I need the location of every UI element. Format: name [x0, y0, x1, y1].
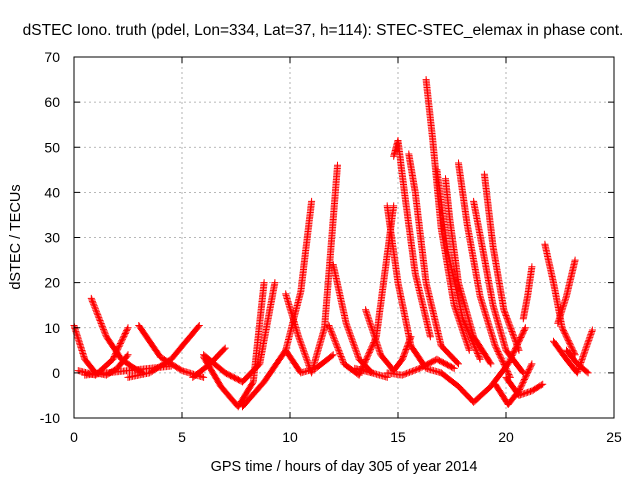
y-tick-label: 40 [44, 184, 60, 200]
series-points [282, 346, 337, 377]
series-points [563, 346, 592, 377]
series-points [362, 306, 415, 375]
x-tick-label: 10 [282, 429, 298, 445]
grid [74, 57, 614, 418]
series-points [351, 364, 391, 381]
series-points [282, 161, 341, 377]
x-tick-label: 5 [178, 429, 186, 445]
series-points [502, 373, 547, 399]
series-points [383, 355, 458, 379]
series-points [480, 170, 523, 354]
y-tick-label: 50 [44, 139, 60, 155]
series-points [437, 324, 529, 406]
x-axis-label: GPS time / hours of day 305 of year 2014 [211, 459, 478, 475]
series-points [200, 279, 268, 411]
series-points [433, 166, 484, 363]
y-tick-label: 0 [52, 365, 60, 381]
series-points [442, 175, 495, 368]
axis-ticks: 0 5 10 15 20 25 -10 0 10 20 30 40 50 60 70 [40, 49, 622, 445]
x-tick-label: 25 [606, 429, 622, 445]
series-points [87, 294, 147, 377]
series-points [124, 322, 203, 381]
y-tick-label: 60 [44, 94, 60, 110]
y-tick-label: 70 [44, 49, 60, 65]
y-tick-label: 20 [44, 275, 60, 291]
y-tick-label: 30 [44, 230, 60, 246]
y-axis-label: dSTEC / TECUs [8, 184, 24, 289]
y-tick-label: 10 [44, 320, 60, 336]
series-points [455, 159, 514, 381]
series-points [554, 256, 579, 327]
x-tick-label: 20 [498, 429, 514, 445]
series-points [541, 240, 579, 359]
data-points [70, 76, 596, 411]
x-tick-label: 0 [70, 429, 78, 445]
series-points [390, 137, 434, 341]
x-tick-label: 15 [390, 429, 406, 445]
series-points [405, 150, 462, 368]
chart-title: dSTEC Iono. truth (pdel, Lon=334, Lat=37… [23, 22, 624, 39]
y-tick-label: -10 [40, 410, 60, 426]
series-points [519, 263, 536, 323]
